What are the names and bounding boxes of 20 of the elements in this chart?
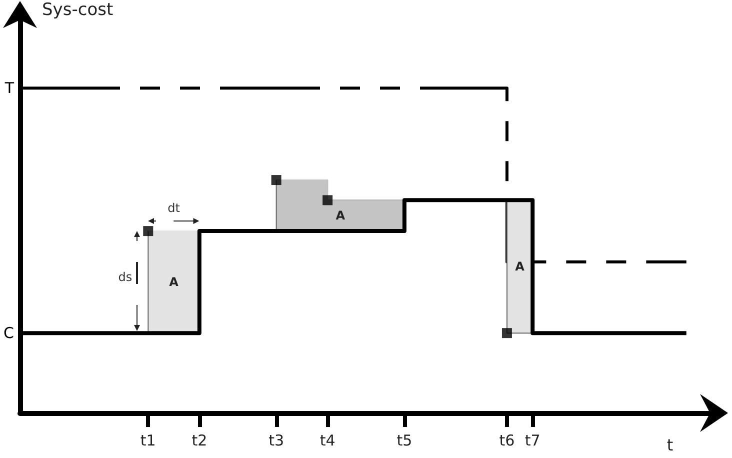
x-tick-label: t3: [268, 432, 284, 450]
point: [143, 226, 154, 236]
annotation: A: [336, 208, 346, 223]
x-tick-label: t6: [499, 432, 515, 450]
y-axis-title: Sys-cost: [42, 0, 114, 20]
annotation: A: [515, 260, 526, 274]
x-tick-label: t4: [320, 432, 336, 450]
point: [271, 175, 282, 186]
point: [322, 195, 333, 206]
series-label: C: [4, 324, 14, 342]
x-tick-label: t5: [396, 432, 412, 450]
x-tick-label: t7: [524, 432, 540, 450]
annotation: A: [169, 275, 180, 290]
series-label: T: [4, 79, 15, 98]
annotation: dt: [168, 201, 180, 216]
point: [502, 328, 512, 338]
x-tick-label: t2: [192, 432, 208, 450]
x-tick-label: t1: [140, 432, 156, 450]
annotation: ds: [118, 270, 132, 284]
x-axis-title: t: [666, 436, 674, 454]
